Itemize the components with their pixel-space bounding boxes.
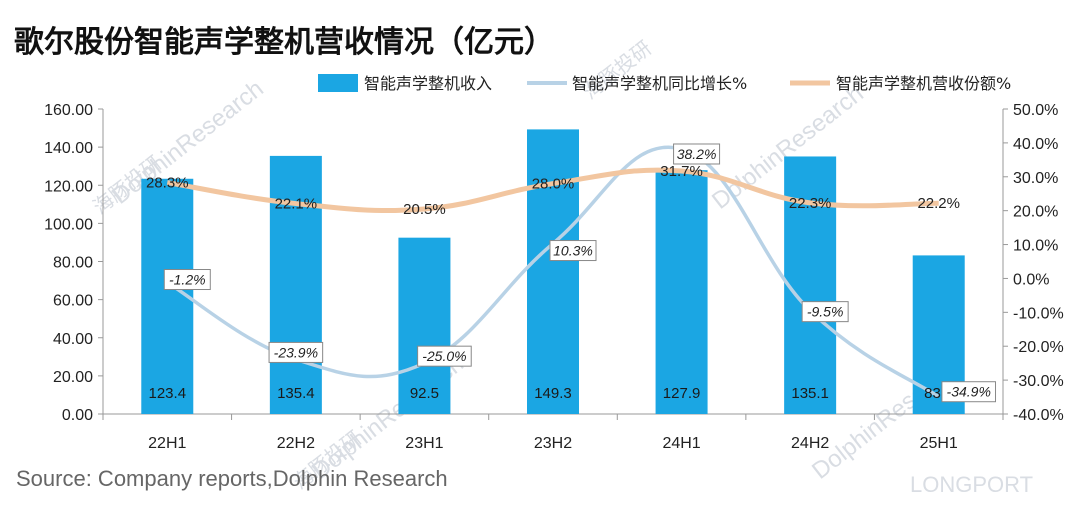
yoy-value-label: -1.2% [169,272,206,288]
yoy-label-box: -23.9% [268,341,324,363]
axes: 0.00 20.00 40.00 60.00 80.00 100.00 120.00 140.… [44,102,1064,452]
share-value-label: 31.7% [660,163,703,180]
yoy-label-frame [417,345,472,367]
bar-revenue [527,129,579,414]
bar-value-label: 123.4 [149,385,187,402]
x-tick-label: 24H1 [662,435,700,452]
x-tick-label: 22H1 [148,435,186,452]
legend-label-yoy: 智能声学整机同比增长% [572,74,747,93]
yoy-value-label: -23.9% [274,344,318,360]
watermark-brand: LONGPORT [910,472,1033,497]
yoy-label-frame [673,143,721,165]
share-value-label: 28.0% [532,176,575,193]
y-right-tick-label: -20.0% [1013,339,1064,356]
y-left-tick-label: 40.00 [53,331,93,348]
bar-revenue [655,170,708,414]
yoy-label-box: -9.5% [801,301,849,323]
y-right-tick-label: 20.0% [1013,204,1058,221]
legend-label-share: 智能声学整机营收份额% [836,74,1011,93]
x-tick-label: 23H1 [405,435,443,452]
x-tick-label: 24H2 [791,435,829,452]
y-right-tick-label: -10.0% [1013,305,1064,322]
yoy-label-frame [941,381,997,403]
data-labels: 123.4 135.4 92.5 149.3 127.9 135.1 83.228.3%22… [146,143,997,403]
bar-value-label: 149.3 [534,385,572,402]
yoy-label-box: -25.0% [417,345,472,367]
y-left-tick-label: 160.00 [44,102,93,119]
source-note: Source: Company reports,Dolphin Research [16,466,448,491]
yoy-label-frame [268,341,324,363]
share-value-label: 20.5% [403,201,446,218]
yoy-label-box: -34.9% [941,381,997,403]
y-right-tick-label: 0.0% [1013,271,1049,288]
yoy-value-label: 38.2% [677,146,717,162]
x-tick-label: 23H2 [534,435,572,452]
yoy-value-label: -34.9% [947,384,991,400]
y-right-tick-label: -30.0% [1013,373,1064,390]
bar-revenue [398,237,451,414]
y-right-tick-label: 50.0% [1013,102,1058,119]
yoy-label-frame [549,240,597,262]
bar-value-label: 127.9 [663,385,701,402]
yoy-label-frame [163,269,211,291]
legend-label-revenue: 智能声学整机收入 [364,74,492,93]
y-left-tick-label: 0.00 [62,407,93,424]
y-right-tick-label: 40.0% [1013,136,1058,153]
chart-title: 歌尔股份智能声学整机营收情况（亿元） [14,25,554,60]
share-value-label: 22.3% [789,195,832,212]
legend: 智能声学整机收入 智能声学整机同比增长% 智能声学整机营收份额% [318,74,1011,93]
y-left-tick-label: 20.00 [53,369,93,386]
share-value-label: 22.2% [917,195,960,212]
bar-value-label: 135.1 [791,385,829,402]
bar-revenue [269,155,322,415]
yoy-label-box: 10.3% [549,240,597,262]
bar-revenue [141,178,194,414]
y-right-tick-label: 10.0% [1013,238,1058,255]
yoy-value-label: -25.0% [422,348,466,364]
yoy-label-box: 38.2% [673,143,721,165]
y-left-tick-label: 140.00 [44,140,93,157]
x-tick-label: 25H1 [920,435,958,452]
x-tick-label: 22H2 [277,435,315,452]
bars [141,129,965,415]
y-right-tick-label: 30.0% [1013,170,1058,187]
y-left-tick-label: 120.00 [44,178,93,195]
share-value-label: 22.1% [275,196,318,213]
share-value-label: 28.3% [146,175,189,192]
watermark-cn: 海豚投研 [579,37,656,104]
yoy-value-label: -9.5% [807,304,844,320]
bar-value-label: 92.5 [410,385,439,402]
y-left-tick-label: 60.00 [53,293,93,310]
yoy-value-label: 10.3% [553,243,593,259]
y-left-tick-label: 100.00 [44,216,93,233]
yoy-label-box: -1.2% [163,269,211,291]
bar-value-label: 135.4 [277,385,315,402]
y-left-tick-label: 80.00 [53,255,93,272]
line-revenue-share [166,167,939,214]
yoy-label-frame [801,301,849,323]
y-right-tick-label: -40.0% [1013,407,1064,424]
legend-swatch-revenue [318,74,358,92]
